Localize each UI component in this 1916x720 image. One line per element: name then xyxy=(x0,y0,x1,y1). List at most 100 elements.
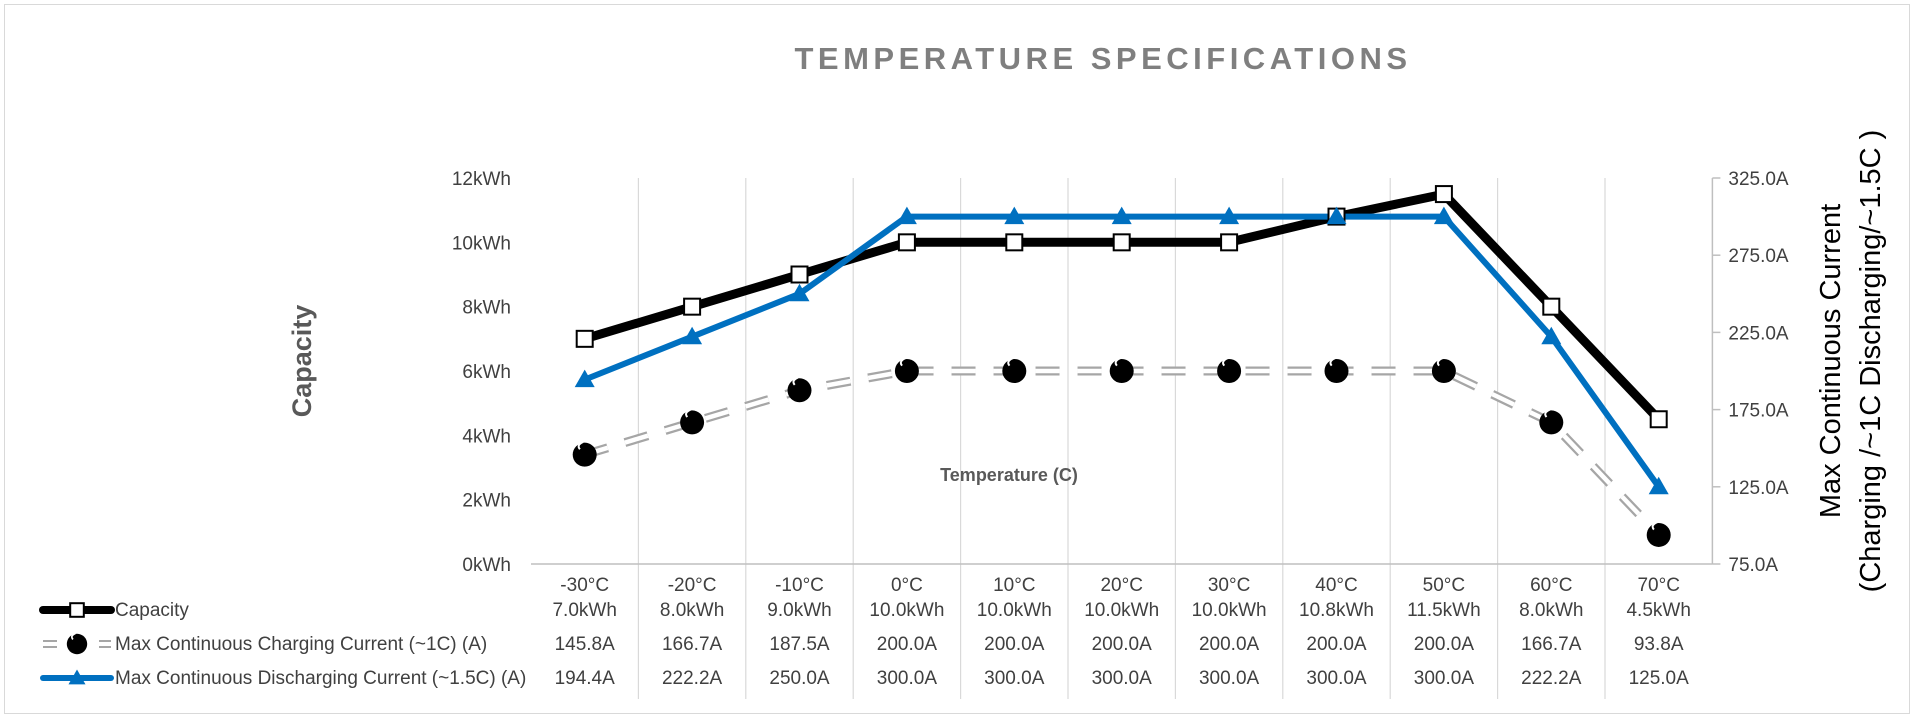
data-table: Capacity 7.0kWh 8.0kWh 9.0kWh 10.0kWh 10.0kWh… xyxy=(39,600,1691,689)
legend-key-capacity xyxy=(39,602,115,618)
chart-title: TEMPERATURE SPECIFICATIONS xyxy=(794,41,1411,76)
left-tick-label: 6kWh xyxy=(462,362,511,383)
capacity-marker xyxy=(69,602,85,618)
discharging-current-marker xyxy=(1004,206,1025,225)
x-tick-label: 60°C xyxy=(1530,575,1572,596)
right-axis-title-line2: (Charging /~1C Discharging/~1.5C ) xyxy=(1855,130,1887,593)
table-cell: 7.0kWh xyxy=(552,600,616,621)
charging-current-marker xyxy=(1217,359,1242,383)
charging-current-marker-highlight xyxy=(685,408,691,418)
table-cell: 4.5kWh xyxy=(1626,600,1690,621)
discharging-current-marker xyxy=(574,369,595,388)
table-cell: 145.8A xyxy=(555,634,616,655)
left-axis-title: Capacity xyxy=(287,305,317,418)
discharging-current-marker xyxy=(68,669,86,685)
charging-current-marker-highlight xyxy=(1329,357,1336,367)
discharging-current-marker xyxy=(682,326,703,345)
capacity-marker xyxy=(790,265,809,284)
charging-current-marker-highlight xyxy=(792,376,799,386)
table-cell: 93.8A xyxy=(1634,634,1684,655)
table-cell: 300.0A xyxy=(1306,668,1367,689)
table-cell: 300.0A xyxy=(1092,668,1153,689)
table-cell: 200.0A xyxy=(984,634,1045,655)
discharging-current-marker xyxy=(1648,476,1669,495)
capacity-marker xyxy=(1434,185,1453,204)
left-tick-label: 8kWh xyxy=(462,298,511,319)
x-tick-label: 30°C xyxy=(1208,575,1250,596)
charging-current-marker xyxy=(66,633,88,655)
charging-current-marker-highlight xyxy=(899,357,906,367)
table-cell: 194.4A xyxy=(555,668,616,689)
table-cell: 300.0A xyxy=(1199,668,1260,689)
legend-label: Max Continuous Charging Current (~1C) (A… xyxy=(115,634,487,655)
right-tick-label: 275.0A xyxy=(1728,246,1789,267)
charging-current-marker-highlight xyxy=(1007,357,1013,367)
right-tick-label: 325.0A xyxy=(1728,169,1789,190)
discharging-current-marker xyxy=(1219,206,1240,225)
table-cell: 222.2A xyxy=(662,668,723,689)
capacity-marker xyxy=(1220,233,1239,252)
discharging-current-marker xyxy=(1541,326,1562,345)
legend-key-charging-current xyxy=(43,632,111,655)
right-tick-label: 175.0A xyxy=(1728,401,1789,422)
table-cell: 8.0kWh xyxy=(1519,600,1583,621)
charging-current-marker xyxy=(572,442,597,467)
capacity-marker xyxy=(683,297,702,316)
charging-current-marker xyxy=(787,378,812,403)
table-cell: 200.0A xyxy=(877,634,938,655)
right-tick-label: 125.0A xyxy=(1728,478,1789,499)
x-tick-label: -30°C xyxy=(560,575,609,596)
capacity-marker xyxy=(1649,410,1668,429)
charging-current-marker xyxy=(1646,522,1671,547)
charging-current-marker xyxy=(1002,359,1027,383)
charging-current-marker-highlight xyxy=(1114,357,1121,367)
x-tick-label: 0°C xyxy=(891,575,923,596)
axis-layer: 0kWh 2kWh 4kWh 6kWh 8kWh 10kWh 12kWh 75.0A 125.0… xyxy=(452,169,1789,596)
x-tick-label: 50°C xyxy=(1423,575,1465,596)
chart-frame: TEMPERATURE SPECIFICATIONS Capacity Max … xyxy=(4,4,1910,714)
table-cell: 11.5kWh xyxy=(1407,600,1481,621)
discharging-current-marker xyxy=(789,283,810,302)
right-axis-title-line1: Max Continuous Current xyxy=(1815,204,1847,518)
right-tick-label: 225.0A xyxy=(1728,323,1789,344)
charging-current-marker xyxy=(1431,359,1456,383)
table-cell: 300.0A xyxy=(984,668,1045,689)
table-cell: 166.7A xyxy=(1521,634,1582,655)
left-tick-label: 10kWh xyxy=(452,233,511,254)
table-cell: 200.0A xyxy=(1199,634,1260,655)
capacity-marker xyxy=(575,329,594,348)
x-tick-label: 20°C xyxy=(1100,575,1142,596)
table-cell: 9.0kWh xyxy=(767,600,831,621)
charging-current-marker xyxy=(1539,410,1564,435)
left-tick-label: 12kWh xyxy=(452,169,511,190)
charging-current-marker-highlight xyxy=(577,441,584,450)
discharging-current-marker xyxy=(1326,206,1347,225)
table-cell: 300.0A xyxy=(1414,668,1475,689)
x-axis-title: Temperature (C) xyxy=(940,465,1078,485)
table-cell: 187.5A xyxy=(769,634,830,655)
charging-current-marker xyxy=(1324,359,1349,383)
x-tick-label: 10°C xyxy=(993,575,1035,596)
table-cell: 10.0kWh xyxy=(1084,600,1159,621)
left-tick-label: 0kWh xyxy=(462,555,511,576)
table-cell: 10.8kWh xyxy=(1299,600,1374,621)
table-cell: 200.0A xyxy=(1092,634,1153,655)
charging-current-marker-highlight xyxy=(1544,408,1550,418)
chart-svg: TEMPERATURE SPECIFICATIONS Capacity Max … xyxy=(39,41,1887,699)
table-cell: 250.0A xyxy=(769,668,830,689)
table-cell: 300.0A xyxy=(877,668,938,689)
table-cell: 10.0kWh xyxy=(977,600,1052,621)
charging-current-marker-highlight xyxy=(1651,521,1658,531)
x-tick-label: -10°C xyxy=(775,575,824,596)
table-cell: 222.2A xyxy=(1521,668,1582,689)
capacity-marker xyxy=(897,233,916,252)
charging-current-marker xyxy=(894,359,919,383)
discharging-current-marker xyxy=(896,206,917,225)
discharging-current-marker xyxy=(1111,206,1132,225)
capacity-marker xyxy=(1112,233,1131,252)
charging-current-marker xyxy=(680,410,705,435)
charging-current-marker-highlight xyxy=(1222,357,1228,367)
table-cell: 10.0kWh xyxy=(869,600,944,621)
table-cell: 8.0kWh xyxy=(660,600,724,621)
left-tick-label: 2kWh xyxy=(462,491,511,512)
